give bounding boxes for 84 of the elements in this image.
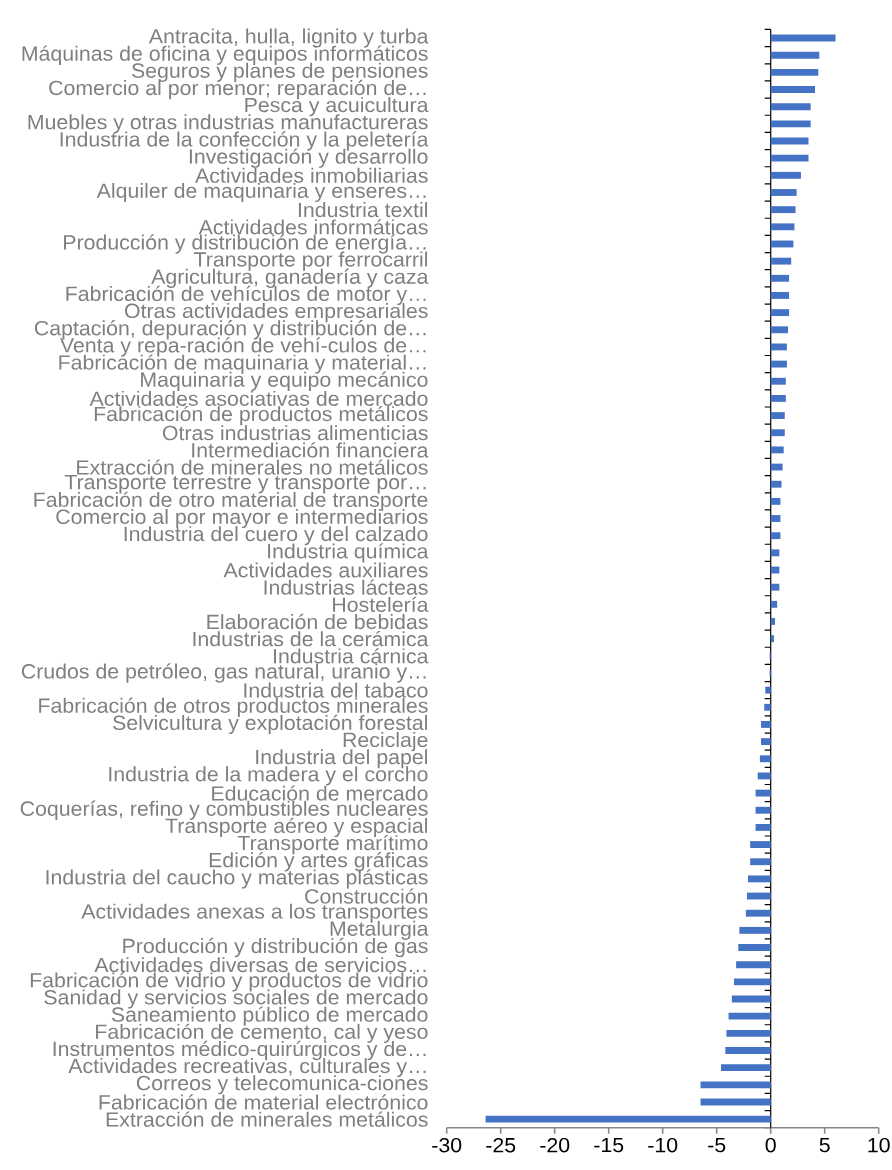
bar bbox=[726, 1029, 771, 1037]
bar bbox=[770, 292, 790, 299]
bar bbox=[770, 480, 782, 488]
bar bbox=[770, 635, 774, 643]
bar bbox=[750, 858, 771, 866]
bar bbox=[759, 755, 771, 763]
y-tick-label: Actividades informáticas bbox=[198, 219, 428, 235]
bar bbox=[770, 429, 785, 437]
y-tick-label: Otras industrias alimenticias bbox=[162, 425, 428, 441]
bar bbox=[728, 1012, 771, 1020]
y-tick-label: Industria textil bbox=[298, 202, 428, 218]
bar bbox=[770, 120, 811, 128]
bar bbox=[770, 360, 787, 368]
bar bbox=[721, 1064, 771, 1072]
bar bbox=[770, 515, 781, 522]
y-tick-label: Crudos de petróleo, gas natural, uranio y… bbox=[21, 663, 426, 683]
y-tick-label: Fabricación de productos metálicos bbox=[94, 405, 428, 426]
y-tick-label: Extracción de minerales metálicos bbox=[106, 1111, 428, 1127]
y-tick-label: Extracción de minerales no metálicos bbox=[77, 459, 428, 475]
bar bbox=[755, 806, 771, 814]
y-tick-label: Fabricación de material electrónico bbox=[99, 1094, 428, 1110]
bar bbox=[770, 154, 809, 162]
x-tick-label: -25 bbox=[486, 1137, 516, 1153]
bar bbox=[770, 446, 784, 454]
bar bbox=[770, 326, 788, 334]
y-tick-label: Industrias lácteas bbox=[264, 579, 428, 595]
bar bbox=[736, 961, 771, 969]
y-tick-label: Intermediación financiera bbox=[192, 442, 429, 458]
bar bbox=[770, 549, 780, 557]
bar bbox=[770, 600, 778, 608]
bar bbox=[770, 377, 786, 385]
y-tick-label: Educación de mercado bbox=[212, 785, 428, 801]
bar bbox=[770, 532, 781, 540]
bar bbox=[755, 789, 771, 797]
bar bbox=[765, 686, 771, 694]
bar bbox=[770, 618, 776, 625]
bar bbox=[770, 257, 792, 265]
x-tick-label: 0 bbox=[765, 1137, 776, 1153]
bar bbox=[745, 909, 771, 917]
bar bbox=[770, 412, 785, 419]
bar bbox=[739, 926, 771, 934]
bar bbox=[738, 944, 771, 951]
y-tick-label: Actividades inmobiliarias bbox=[195, 167, 428, 183]
bar bbox=[770, 206, 796, 214]
bar bbox=[770, 223, 795, 231]
y-tick-label: Construcción bbox=[305, 888, 428, 904]
bar bbox=[770, 68, 819, 76]
bar bbox=[700, 1081, 771, 1089]
bar bbox=[770, 497, 781, 505]
y-tick-label: Industrias de la cerámica bbox=[193, 631, 429, 647]
bar bbox=[770, 51, 820, 59]
x-tick-label: -30 bbox=[432, 1137, 462, 1153]
bar bbox=[764, 703, 771, 711]
bar bbox=[760, 721, 771, 728]
x-tick-label: -10 bbox=[648, 1137, 678, 1153]
bar bbox=[750, 841, 771, 848]
y-tick-label: Alquiler de maquinaria y enseres… bbox=[96, 182, 426, 203]
y-tick-label: Hostelería bbox=[333, 596, 429, 612]
x-tick-label: -5 bbox=[708, 1137, 726, 1153]
y-tick-label: Actividades diversas de servicios… bbox=[94, 957, 426, 973]
bar bbox=[770, 189, 797, 196]
y-tick-label: Actividades asociativas de mercado bbox=[89, 390, 428, 406]
bar bbox=[760, 738, 771, 746]
bar bbox=[770, 274, 790, 282]
bar bbox=[770, 309, 790, 317]
bar bbox=[733, 978, 771, 986]
x-tick-label: -20 bbox=[540, 1137, 570, 1153]
x-tick-label: 5 bbox=[819, 1137, 830, 1153]
bar bbox=[485, 1115, 771, 1123]
bar bbox=[770, 583, 780, 591]
y-tick-label: Industria del tabaco bbox=[244, 682, 428, 698]
y-tick-label: Actividades auxiliares bbox=[223, 562, 428, 578]
bar bbox=[748, 875, 771, 883]
bar bbox=[770, 86, 815, 93]
bar bbox=[725, 1047, 771, 1054]
x-tick-label: -15 bbox=[594, 1137, 624, 1153]
y-tick-label: Industria cárnica bbox=[274, 648, 429, 664]
y-tick-label: Transporte aéreo y espacial bbox=[165, 817, 428, 838]
bar bbox=[770, 171, 801, 179]
bar bbox=[770, 394, 786, 402]
x-tick-label: 10 bbox=[868, 1137, 890, 1153]
y-tick-label: Elaboración de bebidas bbox=[207, 613, 428, 630]
bar bbox=[755, 823, 771, 831]
bar bbox=[770, 103, 811, 111]
